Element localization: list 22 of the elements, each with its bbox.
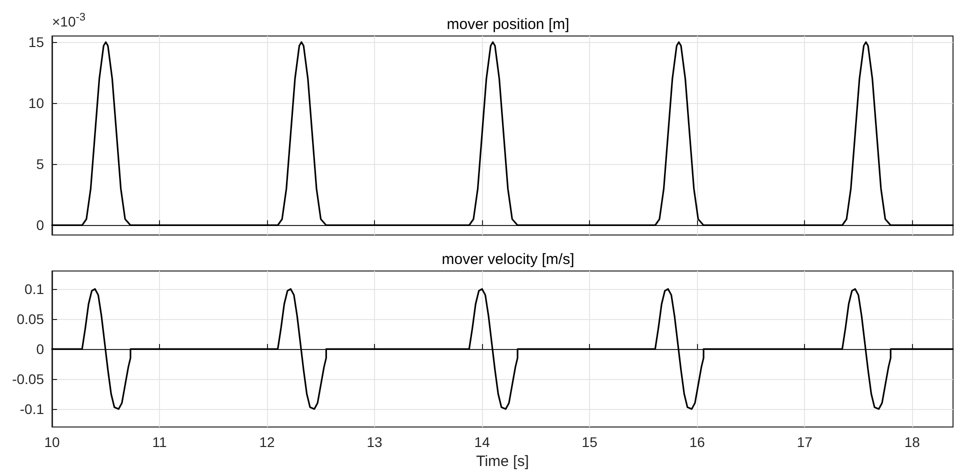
x-tick-label: 12 xyxy=(259,434,276,450)
y-tick-label: 0 xyxy=(36,217,44,234)
y-tick-label: 15 xyxy=(28,34,44,50)
y-tick-label: 5 xyxy=(36,156,44,172)
x-tick-label: 18 xyxy=(904,434,920,450)
line-series xyxy=(51,41,954,226)
x-tick-label: 11 xyxy=(152,434,167,450)
x-tick-label: 13 xyxy=(366,434,383,450)
x-tick-label: 14 xyxy=(474,434,490,450)
x-tick-label: 16 xyxy=(689,434,706,450)
x-tick-label: 15 xyxy=(582,434,598,450)
x-axis-title: Time [s] xyxy=(476,452,529,470)
y-tick-label: 10 xyxy=(28,95,44,112)
chart-title: mover velocity [m/s] xyxy=(442,251,574,268)
line-series xyxy=(51,288,954,410)
y-tick-label: 0 xyxy=(36,341,44,357)
x-tick-label: 17 xyxy=(796,434,813,450)
chart-title: mover position [m] xyxy=(446,16,570,33)
y-tick-label: -0.05 xyxy=(12,371,44,387)
y-tick-label: 0.1 xyxy=(24,281,44,297)
y-tick-label: -0.1 xyxy=(20,401,44,417)
y-tick-label: 0.05 xyxy=(16,311,44,327)
